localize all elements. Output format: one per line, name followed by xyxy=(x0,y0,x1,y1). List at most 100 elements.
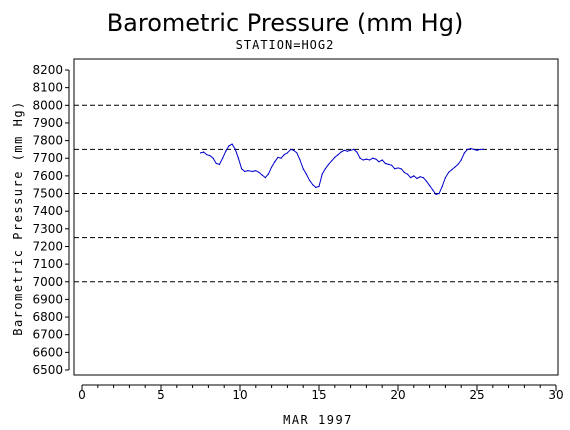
data-point xyxy=(218,163,221,166)
data-point xyxy=(228,145,230,147)
data-point xyxy=(225,150,227,152)
data-point xyxy=(343,149,345,151)
data-point xyxy=(305,173,307,175)
data-point xyxy=(413,175,415,177)
data-point xyxy=(473,148,475,151)
data-point xyxy=(384,162,386,165)
y-axis: 6500 6600 6700 6800 6900 7000 7100 7200 7300 7400… xyxy=(32,63,70,377)
data-point xyxy=(255,169,257,172)
y-tick-label: 6500 xyxy=(32,363,63,377)
data-point xyxy=(299,159,301,161)
chart-subtitle: STATION=HOG2 xyxy=(236,38,335,52)
data-point xyxy=(470,147,472,150)
y-tick-label: 7800 xyxy=(32,134,63,148)
data-point xyxy=(451,169,453,171)
y-tick-label: 6700 xyxy=(32,328,63,342)
y-tick-label: 7200 xyxy=(32,239,63,253)
data-point xyxy=(289,148,292,151)
data-point xyxy=(293,149,295,151)
data-point xyxy=(466,148,469,151)
x-tick-label: 5 xyxy=(157,388,165,402)
reference-lines xyxy=(74,104,558,283)
data-point xyxy=(280,157,282,159)
data-point xyxy=(365,158,367,160)
series-group xyxy=(199,143,484,196)
x-axis: 0 5 10 15 20 25 30 xyxy=(78,384,564,402)
data-point xyxy=(416,177,418,180)
data-point xyxy=(346,150,349,152)
data-point xyxy=(240,168,243,170)
data-point xyxy=(368,159,371,161)
y-tick-label: 7700 xyxy=(32,151,63,165)
data-point xyxy=(318,185,320,188)
data-point xyxy=(403,171,405,173)
data-point xyxy=(231,143,233,145)
x-tick-label: 10 xyxy=(232,388,247,402)
data-point xyxy=(387,163,390,166)
data-point xyxy=(277,156,279,158)
data-point xyxy=(482,148,484,151)
data-point xyxy=(315,186,317,188)
data-point xyxy=(476,149,478,151)
data-point xyxy=(252,170,254,173)
y-tick-label: 8100 xyxy=(32,81,63,95)
data-point xyxy=(356,151,358,153)
data-point xyxy=(438,192,440,195)
data-point xyxy=(340,151,342,153)
data-point xyxy=(457,163,459,166)
data-point xyxy=(394,168,396,170)
data-point xyxy=(331,160,333,162)
data-point xyxy=(308,179,311,181)
data-point xyxy=(215,162,217,165)
y-tick-label: 7400 xyxy=(32,204,63,218)
data-point xyxy=(212,157,214,159)
data-point xyxy=(312,184,314,186)
data-point xyxy=(350,149,352,151)
y-tick-label: 6600 xyxy=(32,345,63,359)
data-point xyxy=(429,184,431,187)
x-tick-label: 25 xyxy=(469,388,484,402)
data-point xyxy=(209,154,211,157)
data-point xyxy=(234,148,236,151)
y-tick-label: 6900 xyxy=(32,292,63,306)
x-tick-label: 30 xyxy=(548,388,563,402)
y-tick-label: 6800 xyxy=(32,310,63,324)
data-point xyxy=(286,152,288,154)
data-point xyxy=(381,159,383,161)
data-point xyxy=(353,148,355,151)
data-point xyxy=(334,156,336,158)
data-point xyxy=(372,157,374,159)
data-point xyxy=(206,154,208,156)
data-point xyxy=(378,161,380,163)
data-point xyxy=(391,164,393,166)
data-point xyxy=(362,159,364,161)
y-tick-label: 8000 xyxy=(32,98,63,112)
y-tick-label: 7000 xyxy=(32,275,63,289)
data-point xyxy=(222,157,224,159)
data-point xyxy=(296,152,298,154)
y-tick-label: 7300 xyxy=(32,222,63,236)
data-point xyxy=(454,166,456,168)
data-point xyxy=(261,174,263,176)
data-point xyxy=(375,158,377,160)
data-point xyxy=(463,152,465,154)
data-point xyxy=(432,189,434,191)
data-point xyxy=(400,168,402,170)
data-point xyxy=(435,193,437,196)
data-point xyxy=(460,159,462,161)
data-point xyxy=(321,173,323,175)
data-point xyxy=(247,169,249,172)
y-tick-label: 8200 xyxy=(32,63,63,77)
data-point xyxy=(283,154,285,156)
data-point xyxy=(479,148,481,151)
data-point xyxy=(422,177,424,179)
data-point xyxy=(264,177,266,179)
y-tick-label: 7600 xyxy=(32,169,63,183)
pressure-series-line xyxy=(200,143,484,195)
x-tick-label: 20 xyxy=(390,388,405,402)
data-point xyxy=(244,170,246,173)
y-axis-label: Barometric Pressure (mm Hg) xyxy=(11,100,25,336)
y-tick-label: 7500 xyxy=(32,187,63,201)
plot-frame xyxy=(73,58,559,376)
